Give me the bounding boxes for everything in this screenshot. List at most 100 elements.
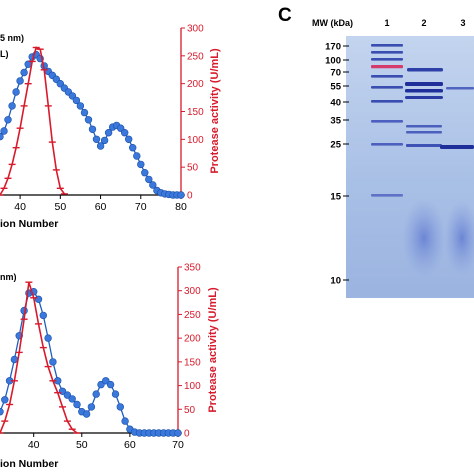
blue-data-point <box>76 102 85 110</box>
ladder-band <box>371 100 403 103</box>
gel-mw-label: 10 <box>330 276 341 287</box>
blue-data-point <box>0 132 4 141</box>
blue-data-point <box>106 380 115 389</box>
gel-mw-label: 170 <box>325 42 341 53</box>
blue-data-point <box>177 191 185 199</box>
lane2-band <box>406 131 442 134</box>
blue-data-point <box>0 127 8 135</box>
blue-data-point <box>102 377 110 385</box>
top-blue-series <box>0 50 185 199</box>
x-tick-label: 60 <box>95 201 107 213</box>
blue-data-point <box>8 102 16 110</box>
blue-data-point <box>68 395 76 403</box>
blue-data-point <box>72 96 81 105</box>
gel-lane-3-bands <box>440 87 474 276</box>
top-red-series <box>0 46 68 196</box>
top-right-ylabel: Protease activity (U/mL) <box>209 48 221 174</box>
blue-data-point <box>73 400 81 409</box>
blue-data-point <box>84 116 93 124</box>
right-y-tick-label: 0 <box>187 191 193 202</box>
blue-data-point <box>100 136 109 145</box>
blue-data-point <box>16 77 24 85</box>
x-tick-label: 70 <box>135 201 147 213</box>
chart-top: 40 50 60 70 80 0 50 100 150 200 250 300 5 nm) L) i… <box>0 24 221 230</box>
ladder-band-red <box>371 65 403 69</box>
ladder-band <box>371 58 403 61</box>
x-tick-label: 60 <box>124 439 136 451</box>
blue-data-point <box>87 403 96 411</box>
lane2-band <box>406 144 442 147</box>
right-y-tick-label: 350 <box>184 263 201 274</box>
gel-mw-label: 100 <box>325 56 341 67</box>
top-title-fragment-2: L) <box>0 49 9 59</box>
blue-data-point <box>39 311 47 320</box>
right-y-tick-label: 300 <box>187 24 204 35</box>
x-tick-label: 80 <box>175 201 187 213</box>
gel-lane-1-bands <box>371 44 403 197</box>
gel-mw-label: 70 <box>330 68 341 79</box>
ladder-band <box>371 194 403 197</box>
chart-bottom: 40 50 60 70 0 50 100 150 200 250 300 350 nm) ion N… <box>0 263 219 470</box>
right-y-tick-label: 200 <box>187 79 204 90</box>
blue-data-point <box>80 108 89 117</box>
lane2-band <box>407 68 443 72</box>
blue-data-point <box>92 390 100 398</box>
x-tick-label: 50 <box>76 439 88 451</box>
gel-mw-label: 40 <box>330 98 341 109</box>
x-tick-label: 50 <box>54 201 66 213</box>
bottom-right-ylabel: Protease activity (U/mL) <box>207 287 219 413</box>
right-y-tick-label: 250 <box>184 310 201 321</box>
blue-data-point <box>34 295 43 303</box>
ladder-band <box>371 120 403 123</box>
blue-series-line <box>0 53 181 196</box>
blue-data-point <box>49 358 57 366</box>
gel-lane-label-2: 2 <box>421 18 426 28</box>
right-y-tick-label: 150 <box>187 107 204 118</box>
right-y-tick-label: 50 <box>184 405 196 416</box>
ladder-band <box>371 44 403 47</box>
lane2-band <box>405 82 443 86</box>
x-tick-label: 70 <box>172 439 184 451</box>
blue-data-point <box>20 306 28 315</box>
gel-mw-label: 15 <box>330 192 341 203</box>
blue-data-point <box>133 152 141 160</box>
top-x-ticks: 40 50 60 70 80 <box>14 195 187 213</box>
blue-data-point <box>82 410 91 418</box>
blue-data-point <box>129 144 137 152</box>
blue-data-point <box>92 135 101 144</box>
blue-data-point <box>124 135 133 144</box>
blue-data-point <box>145 175 153 184</box>
gel-marker-ticks <box>343 45 349 281</box>
gel-lane-label-3: 3 <box>460 18 465 28</box>
right-y-tick-label: 0 <box>184 429 190 440</box>
blue-data-point <box>120 129 129 137</box>
lane2-smear <box>402 198 446 278</box>
lane2-band <box>405 96 443 99</box>
blue-data-point <box>104 129 113 137</box>
lane3-smear <box>444 200 474 276</box>
blue-data-point <box>137 160 145 169</box>
gel-lane-2-bands <box>402 68 446 278</box>
ladder-band <box>371 75 403 78</box>
blue-data-point <box>149 181 157 189</box>
lane3-band <box>440 145 474 149</box>
right-y-tick-label: 100 <box>184 381 201 392</box>
right-y-tick-label: 200 <box>184 334 201 345</box>
right-y-tick-label: 50 <box>187 163 199 174</box>
top-xlabel: ion Number <box>0 218 58 230</box>
gel-mw-label: 55 <box>330 82 341 93</box>
bottom-red-series <box>0 281 81 434</box>
blue-data-point <box>174 429 182 437</box>
right-y-tick-label: 250 <box>187 51 204 62</box>
blue-data-point <box>4 116 12 124</box>
blue-data-point <box>10 355 19 364</box>
blue-data-point <box>88 125 97 134</box>
ladder-band <box>371 86 403 89</box>
blue-data-point <box>141 169 149 177</box>
blue-data-point <box>12 88 20 96</box>
ladder-band <box>371 143 403 146</box>
x-tick-label: 40 <box>28 439 40 451</box>
